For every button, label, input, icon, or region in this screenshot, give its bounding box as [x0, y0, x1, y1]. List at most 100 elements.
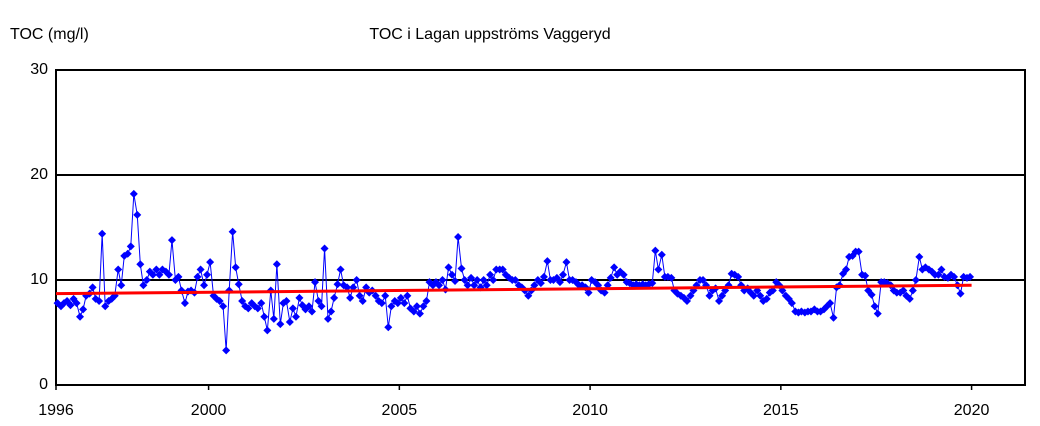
marker [282, 297, 291, 305]
marker [200, 281, 209, 290]
marker [295, 293, 304, 302]
marker [272, 260, 281, 269]
marker [829, 313, 838, 322]
marker [867, 290, 876, 299]
marker [470, 281, 479, 290]
marker [257, 299, 266, 308]
marker [530, 281, 539, 290]
trend-line [55, 283, 972, 296]
marker [457, 264, 466, 273]
marker [387, 302, 396, 311]
marker [854, 247, 863, 256]
marker [126, 242, 135, 251]
marker [139, 281, 148, 290]
marker [320, 244, 329, 253]
marker [489, 276, 498, 284]
marker [543, 257, 552, 266]
marker [304, 302, 313, 311]
marker [76, 312, 85, 321]
marker [908, 286, 917, 295]
marker [718, 291, 727, 300]
marker [555, 278, 564, 287]
marker [467, 273, 476, 282]
marker [117, 281, 126, 290]
marker [873, 309, 882, 318]
marker [238, 297, 247, 305]
marker [311, 278, 320, 287]
marker [699, 276, 708, 284]
marker [749, 291, 758, 300]
marker [842, 265, 851, 274]
marker [317, 302, 326, 311]
marker [600, 288, 609, 297]
marker [307, 307, 316, 316]
marker [88, 283, 97, 292]
marker [619, 270, 628, 279]
x-tick-label: 2020 [954, 402, 990, 419]
marker [203, 270, 212, 279]
marker [606, 273, 615, 282]
marker [346, 293, 355, 302]
marker [253, 304, 262, 313]
y-tick-label: 10 [30, 271, 48, 288]
marker [899, 286, 908, 295]
marker [667, 273, 676, 282]
marker [460, 276, 469, 284]
marker [409, 307, 418, 316]
marker [101, 302, 110, 311]
marker [180, 299, 189, 308]
marker [333, 280, 342, 289]
marker [155, 270, 164, 279]
marker [222, 346, 231, 355]
x-tick-label: 2005 [382, 402, 418, 419]
marker [66, 301, 75, 310]
marker [419, 302, 428, 311]
y-axis-label: TOC (mg/l) [10, 26, 89, 43]
marker [447, 270, 456, 279]
x-tick-label: 2010 [572, 402, 608, 419]
marker [934, 270, 943, 279]
marker [444, 263, 453, 272]
marker [377, 299, 386, 308]
marker [95, 297, 104, 305]
marker [956, 289, 965, 298]
marker [861, 271, 870, 280]
marker [610, 263, 619, 272]
marker [330, 293, 339, 302]
marker [482, 281, 491, 290]
marker [657, 250, 666, 259]
marker [276, 320, 285, 329]
marker [193, 272, 202, 281]
marker [473, 276, 482, 284]
marker [486, 270, 495, 279]
marker [435, 281, 444, 290]
marker [288, 304, 297, 313]
marker [269, 314, 278, 323]
marker [412, 302, 421, 311]
x-tick-label: 2015 [763, 402, 799, 419]
marker [415, 309, 424, 318]
series-line [57, 193, 971, 351]
marker [142, 276, 151, 284]
marker [915, 252, 924, 261]
marker [505, 273, 514, 282]
marker [167, 236, 176, 245]
marker [422, 297, 431, 305]
marker [114, 265, 123, 274]
marker [396, 293, 405, 302]
marker [787, 299, 796, 308]
marker [314, 297, 323, 305]
marker [358, 297, 367, 305]
marker [403, 291, 412, 300]
marker [463, 281, 472, 290]
marker [511, 276, 520, 284]
x-tick-label: 1996 [38, 402, 74, 419]
marker [136, 260, 145, 269]
marker [148, 270, 157, 279]
marker [244, 304, 253, 313]
marker [79, 305, 88, 314]
marker [734, 272, 743, 281]
chart-title: TOC i Lagan uppströms Vaggeryd [369, 26, 610, 43]
marker [654, 265, 663, 274]
